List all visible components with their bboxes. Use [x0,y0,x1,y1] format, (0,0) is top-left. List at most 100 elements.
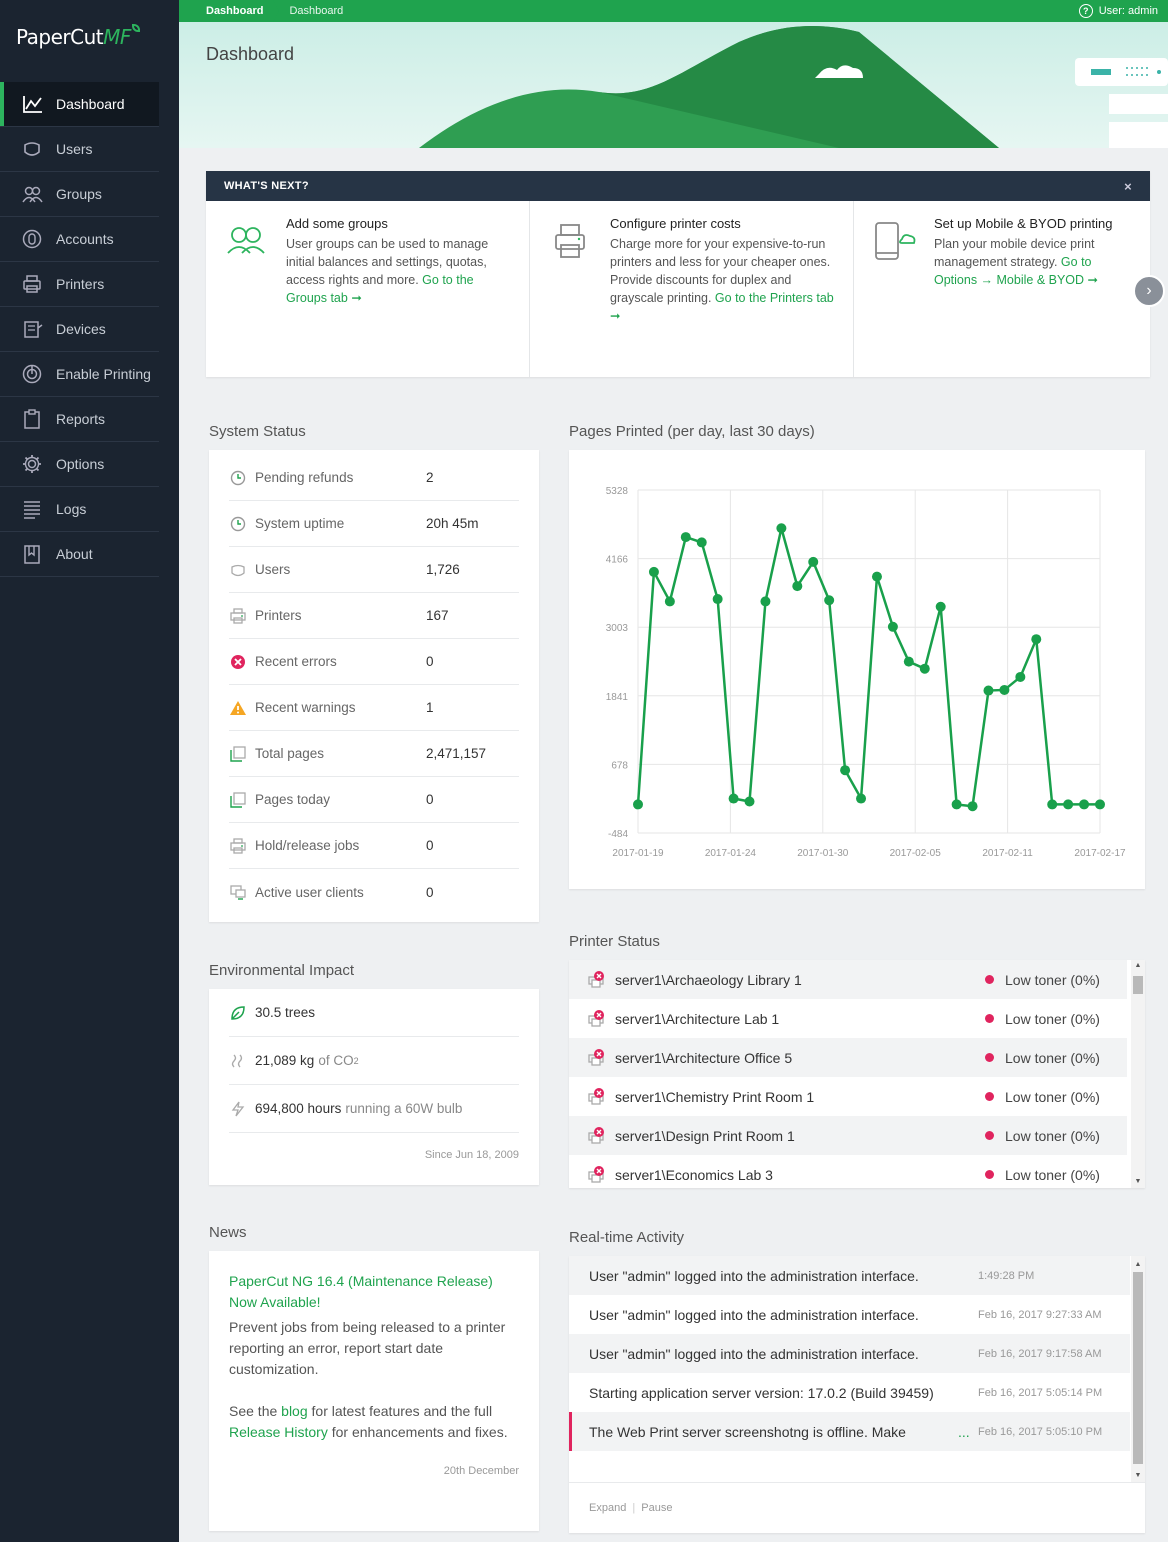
expand-button[interactable]: Expand [589,1502,627,1514]
data-point [792,581,803,592]
printer-status-row[interactable]: server1\Chemistry Print Room 1 Low toner … [569,1077,1127,1116]
env-co2: 21,089 kg [255,1053,315,1068]
printer-status-scrollbar[interactable]: ▲ ▼ [1131,960,1145,1188]
activity-message: The Web Print server screenshotng is off… [589,1423,906,1440]
sidebar-item-groups[interactable]: Groups [0,172,159,217]
sidebar-item-about[interactable]: About [0,532,159,577]
activity-time: 1:49:28 PM [978,1269,1035,1282]
printer-costs-body: Charge more for your expensive-to-run pr… [610,237,831,305]
data-point [664,596,675,607]
status-label: Active user clients [255,884,364,900]
sidebar-item-label: About [56,546,93,562]
user-menu[interactable]: ? User: admin [1078,4,1158,18]
printer-error-icon [588,970,604,988]
pages-line-chart: 5328 4166 3003 1841 678 -484 2017-01-19 2017-01… [606,486,1126,859]
printer-status-row[interactable]: server1\Architecture Office 5 Low toner (… [569,1038,1127,1077]
data-point [1015,671,1026,682]
activity-message: User "admin" logged into the administrat… [589,1345,919,1362]
news-links-post: for enhancements and fixes. [327,1424,508,1440]
chevron-right-icon[interactable]: › [1133,275,1165,307]
sidebar-item-label: Options [56,456,105,472]
sidebar-item-dashboard[interactable]: Dashboard [0,82,159,127]
whats-next-mobile: Set up Mobile & BYOD printing Plan your … [854,201,1150,377]
groups-body: User groups can be used to manage initia… [286,237,489,287]
pause-button[interactable]: Pause [641,1502,673,1514]
status-value: 0 [426,838,434,853]
scroll-up-icon[interactable]: ▲ [1134,1261,1142,1268]
monitor-icon [230,885,246,900]
data-point [1031,634,1042,645]
lightning-icon [231,1101,245,1116]
scroll-down-icon[interactable]: ▼ [1134,1472,1142,1479]
system-status-title: System Status [209,423,306,440]
sidebar-item-devices[interactable]: Devices [0,307,159,352]
clock-icon [230,516,246,531]
sidebar-item-logs[interactable]: Logs [0,487,159,532]
printer-status-row[interactable]: server1\Economics Lab 3 Low toner (0%) [569,1155,1127,1188]
breadcrumb-root[interactable]: Dashboard [179,0,280,22]
data-point [680,532,691,543]
scroll-thumb[interactable] [1133,976,1143,994]
printer-name[interactable]: server1\Architecture Lab 1 [615,1010,780,1027]
more-link[interactable]: ... [958,1423,970,1440]
sidebar-item-users[interactable]: Users [0,127,159,172]
env-trees-row: 30.5 trees [229,989,519,1037]
scroll-down-icon[interactable]: ▼ [1134,1178,1142,1185]
scroll-thumb[interactable] [1133,1272,1143,1464]
mobile-body: Plan your mobile device print management… [934,237,1095,269]
status-value: 2 [426,470,434,485]
printer-name[interactable]: server1\Architecture Office 5 [615,1049,793,1066]
printer-status-row[interactable]: server1\Archaeology Library 1 Low toner (… [569,960,1127,999]
status-row-hold-release-jobs: Hold/release jobs 0 [229,823,519,869]
status-row-recent-warnings: Recent warnings 1 [229,685,519,731]
papercut-logo[interactable]: PaperCutMF [0,0,179,82]
printer-icon [230,607,246,624]
activity-scrollbar[interactable]: ▲ ▼ [1131,1256,1145,1482]
activity-time: Feb 16, 2017 5:05:14 PM [978,1386,1103,1399]
scroll-up-icon[interactable]: ▲ [1134,962,1142,969]
pages-icon [230,791,246,808]
status-label: Pending refunds [255,470,354,485]
printer-status-row[interactable]: server1\Design Print Room 1 Low toner (0%… [569,1116,1127,1155]
printer-status-row[interactable]: server1\Architecture Lab 1 Low toner (0%) [569,999,1127,1038]
activity-message: User "admin" logged into the administrat… [589,1306,919,1323]
accounts-icon [20,228,44,250]
blog-link[interactable]: blog [281,1403,308,1419]
activity-time: Feb 16, 2017 5:05:10 PM [978,1425,1103,1438]
help-icon[interactable]: ? [1078,4,1093,18]
whats-next-printer-costs: Configure printer costs Charge more for … [530,201,854,377]
status-label: Recent warnings [255,700,356,715]
news-headline[interactable]: PaperCut NG 16.4 (Maintenance Release) N… [229,1273,493,1310]
status-label: Users [255,562,291,577]
sidebar-item-printers[interactable]: Printers [0,262,159,307]
printer-name[interactable]: server1\Design Print Room 1 [615,1127,795,1144]
user-label: User: admin [1098,5,1158,17]
printers-tab-link[interactable]: Go to the Printers tab ➞ [610,291,834,323]
printer-status-text: Low toner (0%) [1005,971,1100,988]
sidebar-item-options[interactable]: Options [0,442,159,487]
env-hours-row: 694,800 hours running a 60W bulb [229,1085,519,1133]
status-value: 167 [426,608,449,623]
sidebar-nav: Dashboard Users Groups Accounts Printers Devi… [0,82,179,577]
status-label: Hold/release jobs [255,838,360,853]
sidebar-item-enable-printing[interactable]: Enable Printing [0,352,159,397]
data-point [648,566,659,577]
leaf-icon [131,24,140,32]
data-point [951,799,962,810]
header-banner: Dashboard [179,22,1168,148]
env-co2-row: 21,089 kg of CO 2 [229,1037,519,1085]
release-history-link[interactable]: Release History [229,1424,328,1440]
close-icon[interactable]: × [1124,178,1132,194]
printer-name[interactable]: server1\Economics Lab 3 [615,1166,773,1183]
sidebar-item-accounts[interactable]: Accounts [0,217,159,262]
activity-footer: Expand | Pause [589,1502,673,1514]
activity-row: User "admin" logged into the administrat… [569,1334,1130,1373]
status-label: System uptime [255,516,345,531]
status-row-users: Users 1,726 [229,547,519,593]
mobile-byod-link[interactable]: Go to Options → Mobile & BYOD ➞ [934,255,1099,287]
status-dot [985,1014,994,1023]
printer-name[interactable]: server1\Archaeology Library 1 [615,971,802,988]
groups-tab-link[interactable]: Go to the Groups tab ➞ [286,273,474,305]
printer-name[interactable]: server1\Chemistry Print Room 1 [615,1088,815,1105]
sidebar-item-reports[interactable]: Reports [0,397,159,442]
